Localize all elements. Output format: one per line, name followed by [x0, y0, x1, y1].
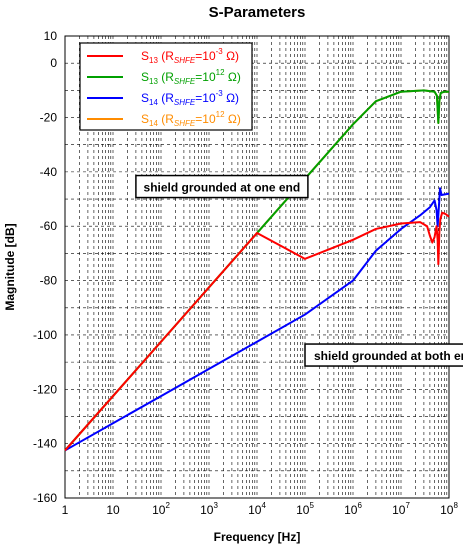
x-tick-label: 105 — [296, 501, 314, 517]
x-tick-label: 106 — [344, 501, 362, 517]
x-tick-label: 103 — [200, 501, 218, 517]
tick-labels: 1 10 102 103 104 105 106 107 108 10 0 -20 -40 -60 -80 -… — [33, 29, 458, 517]
y-tick-label: 0 — [50, 56, 57, 70]
series-lines — [64, 89, 450, 452]
y-tick-label: -40 — [40, 165, 58, 179]
x-tick-label: 1 — [62, 503, 69, 517]
legend-entry-label: S13 (RSHFE=10-3 Ω) — [141, 47, 239, 65]
legend-entry-label: S13 (RSHFE=1012 Ω) — [141, 68, 241, 86]
x-tick-label: 102 — [152, 501, 170, 517]
x-tick-label: 108 — [440, 501, 458, 517]
x-tick-label: 107 — [392, 501, 410, 517]
y-tick-label: -80 — [40, 274, 58, 288]
x-tick-label: 104 — [248, 501, 266, 517]
chart-title: S-Parameters — [209, 4, 306, 21]
legend-entry-label: S14 (RSHFE=1012 Ω) — [141, 110, 241, 128]
y-tick-label: -120 — [33, 382, 57, 396]
y-tick-label: -140 — [33, 437, 57, 451]
y-tick-label: -20 — [40, 111, 58, 125]
legend: S13 (RSHFE=10-3 Ω) S13 (RSHFE=1012 Ω) S14 … — [79, 42, 253, 131]
x-tick-label: 10 — [106, 503, 120, 517]
x-axis-label: Frequency [Hz] — [214, 530, 301, 544]
annotations: shield grounded at one end shield grounde… — [135, 174, 463, 367]
y-tick-label: -60 — [40, 219, 58, 233]
plot-area-frame — [64, 35, 450, 499]
annotation-box — [135, 174, 309, 199]
annotation-label: shield grounded at one end — [144, 181, 301, 195]
legend-entry-label: S14 (RSHFE=10-3 Ω) — [141, 89, 239, 107]
legend-box — [79, 42, 253, 131]
y-tick-label: 10 — [44, 29, 58, 43]
y-tick-label: -160 — [33, 491, 57, 505]
annotation-box — [304, 343, 463, 367]
y-tick-label: -100 — [33, 328, 57, 342]
grid — [64, 36, 449, 498]
series-line — [64, 211, 450, 452]
y-axis-label: Magnitude [dB] — [3, 223, 17, 310]
